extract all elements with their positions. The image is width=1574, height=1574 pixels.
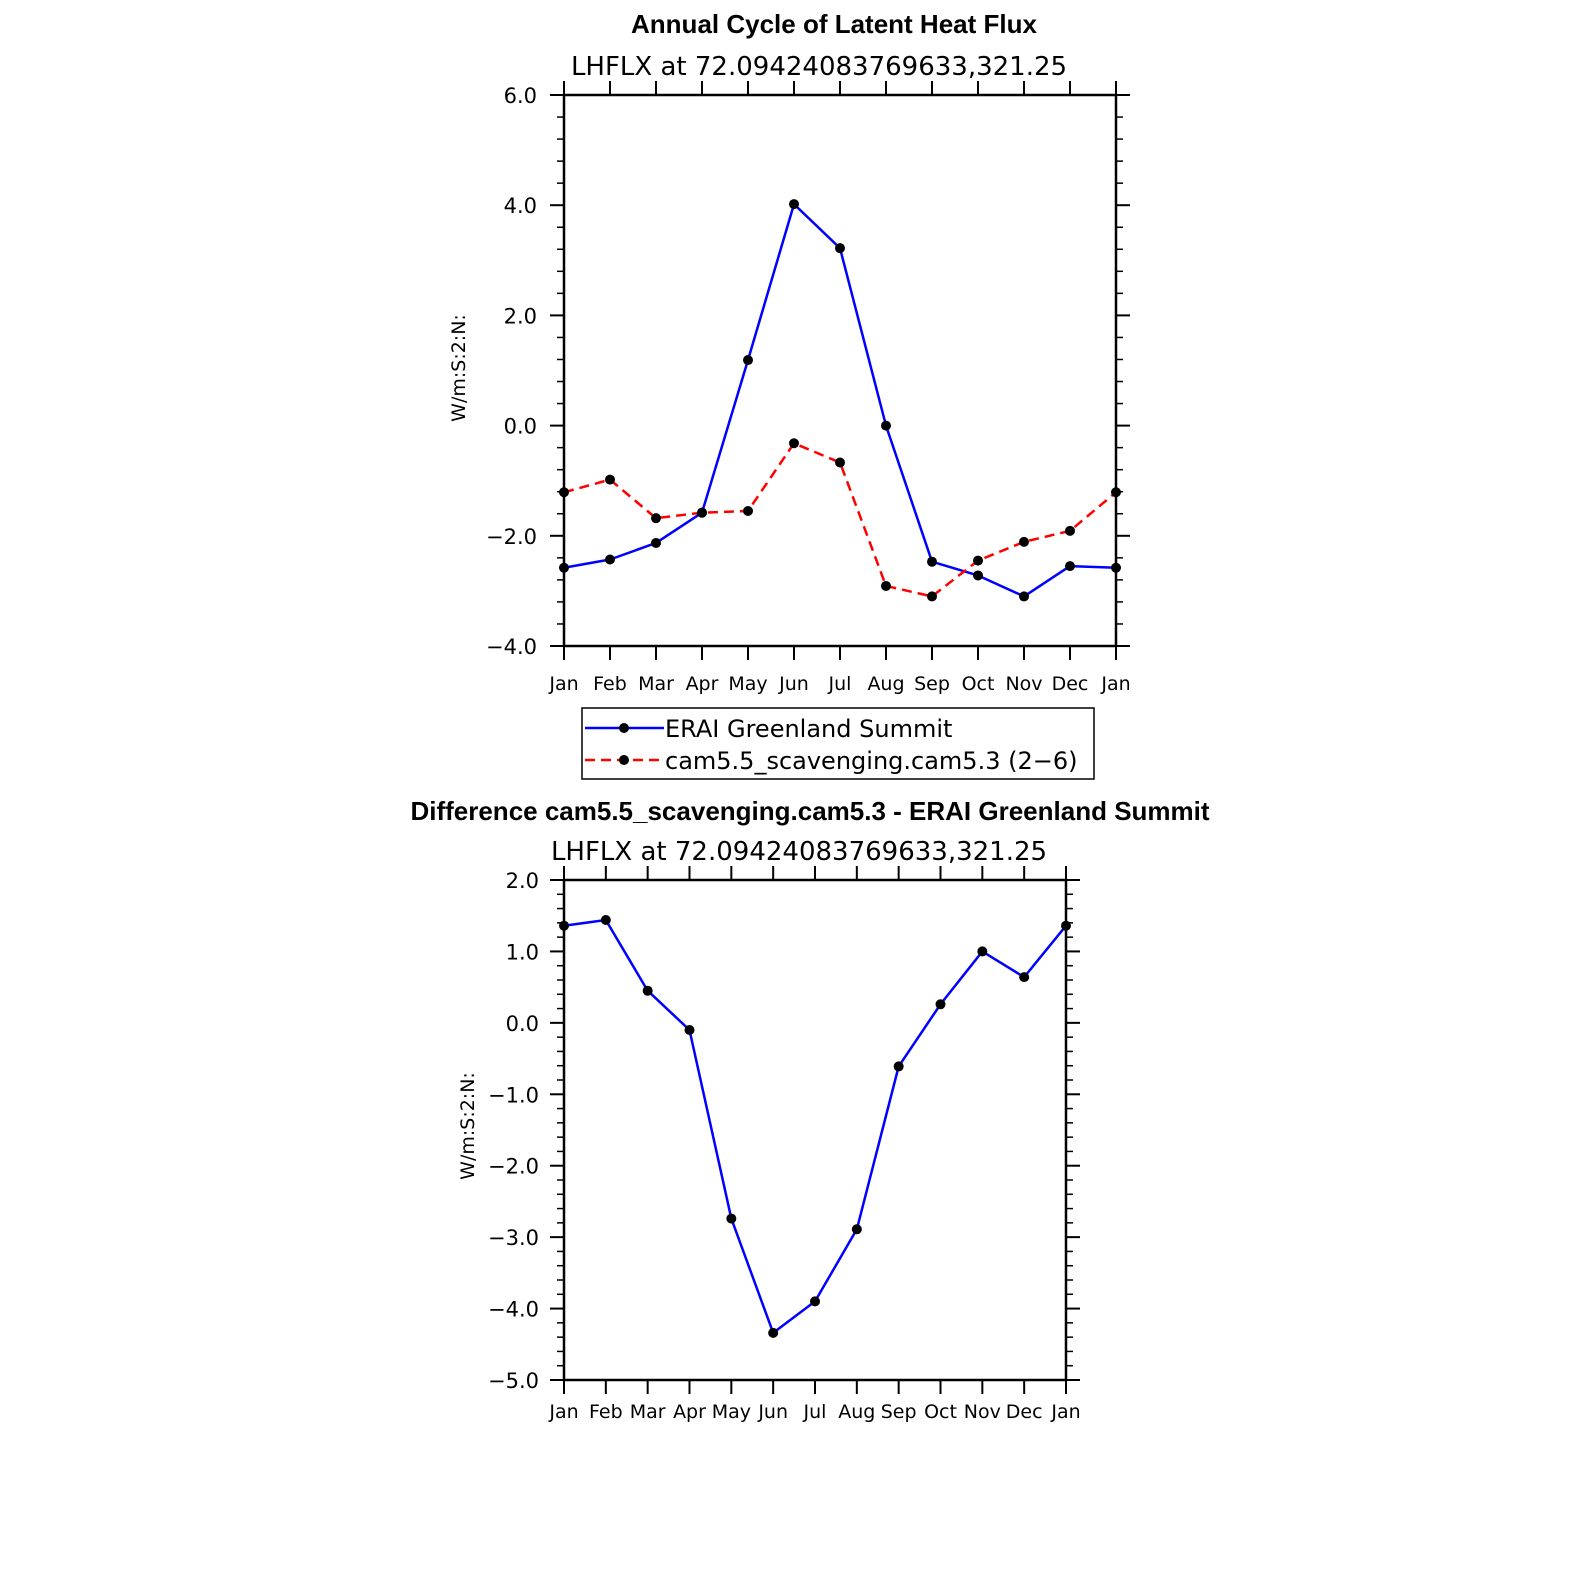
y-axis-label: W/m:S:2:N: bbox=[457, 1072, 479, 1180]
x-tick-label: Oct bbox=[924, 1401, 957, 1423]
data-point bbox=[835, 243, 845, 254]
legend-entry-cam: cam5.5_scavenging.cam5.3 (2−6) bbox=[585, 747, 1077, 775]
y-axis-label: W/m:S:2:N: bbox=[448, 314, 470, 422]
data-point bbox=[743, 355, 753, 366]
x-tick-label: Aug bbox=[838, 1401, 875, 1423]
data-point bbox=[651, 513, 661, 524]
x-tick-label: Jul bbox=[803, 1401, 827, 1423]
legend-box bbox=[581, 707, 1095, 780]
data-point bbox=[881, 580, 891, 591]
chart-subtitle: LHFLX at 72.09424083769633,321.25 bbox=[571, 52, 1067, 82]
y-tick-label: −3.0 bbox=[488, 1226, 539, 1250]
x-tick-label: Oct bbox=[962, 673, 995, 695]
y-tick-label: 2.0 bbox=[506, 869, 539, 893]
difference-chart: Difference cam5.5_scavenging.cam5.3 - ER… bbox=[410, 796, 1209, 1423]
x-tick-label: May bbox=[728, 673, 767, 695]
x-tick-label: Mar bbox=[630, 1401, 666, 1423]
data-point bbox=[600, 915, 611, 925]
data-point bbox=[1065, 561, 1075, 572]
x-tick-label: Mar bbox=[638, 673, 674, 695]
y-tick-label: 2.0 bbox=[504, 304, 537, 328]
data-point bbox=[1019, 591, 1029, 602]
series-line-0 bbox=[563, 918, 1067, 1335]
x-tick-label: Apr bbox=[673, 1401, 706, 1423]
data-point bbox=[881, 420, 891, 431]
data-point bbox=[642, 985, 653, 996]
data-point bbox=[559, 562, 569, 573]
chart-title: Annual Cycle of Latent Heat Flux bbox=[631, 9, 1037, 39]
y-tick-label: −4.0 bbox=[488, 1298, 539, 1322]
data-point bbox=[1065, 525, 1075, 536]
data-point bbox=[789, 438, 799, 449]
y-tick-label: 1.0 bbox=[506, 940, 539, 964]
data-point bbox=[851, 1224, 862, 1235]
data-point bbox=[927, 556, 937, 567]
y-tick-label: 0.0 bbox=[506, 1012, 539, 1036]
data-point bbox=[559, 487, 569, 498]
data-point bbox=[605, 554, 615, 565]
y-tick-label: −2.0 bbox=[488, 1155, 539, 1179]
y-tick-label: 0.0 bbox=[504, 415, 537, 439]
x-tick-label: Jan bbox=[1100, 673, 1130, 695]
data-point bbox=[789, 199, 799, 210]
x-tick-label: Dec bbox=[1006, 1401, 1043, 1423]
data-point bbox=[973, 555, 983, 566]
x-tick-label: Sep bbox=[914, 673, 950, 695]
x-tick-label: Dec bbox=[1052, 673, 1089, 695]
annual-cycle-chart: Annual Cycle of Latent Heat Flux LHFLX a… bbox=[448, 9, 1131, 780]
data-point bbox=[973, 570, 983, 581]
legend-marker-erai bbox=[619, 723, 629, 733]
x-tick-label: Jan bbox=[548, 1401, 578, 1423]
data-point bbox=[684, 1025, 695, 1035]
data-point bbox=[605, 474, 615, 485]
x-tick-label: Nov bbox=[1005, 673, 1042, 695]
x-tick-label: Nov bbox=[964, 1401, 1001, 1423]
x-tick-label: Jul bbox=[828, 673, 852, 695]
data-point bbox=[1019, 536, 1029, 547]
data-point bbox=[1111, 487, 1121, 498]
data-point bbox=[935, 999, 946, 1010]
y-tick-label: 6.0 bbox=[504, 84, 537, 108]
data-point bbox=[726, 1213, 737, 1224]
data-point bbox=[810, 1296, 820, 1307]
data-point bbox=[768, 1327, 779, 1338]
x-tick-label: Sep bbox=[881, 1401, 917, 1423]
x-tick-label: Feb bbox=[593, 673, 627, 695]
x-tick-label: Jun bbox=[778, 673, 809, 695]
x-tick-label: Jan bbox=[1050, 1401, 1080, 1423]
chart-subtitle: LHFLX at 72.09424083769633,321.25 bbox=[551, 837, 1047, 867]
y-tick-label: −4.0 bbox=[486, 635, 537, 659]
legend-marker-cam bbox=[619, 755, 629, 765]
data-point bbox=[697, 507, 707, 518]
series-line-0 bbox=[563, 202, 1117, 598]
y-tick-label: −5.0 bbox=[488, 1369, 539, 1393]
data-point bbox=[1061, 920, 1071, 931]
data-point bbox=[893, 1061, 904, 1072]
x-tick-label: Aug bbox=[867, 673, 904, 695]
legend-entry-erai: ERAI Greenland Summit bbox=[585, 715, 952, 743]
data-point bbox=[743, 506, 753, 517]
data-point bbox=[651, 537, 661, 548]
y-tick-label: −2.0 bbox=[486, 525, 537, 549]
y-tick-label: −1.0 bbox=[488, 1083, 539, 1107]
chart-title: Difference cam5.5_scavenging.cam5.3 - ER… bbox=[410, 796, 1209, 826]
plot-frame bbox=[562, 93, 1118, 648]
data-point bbox=[1019, 972, 1030, 983]
legend-label-cam: cam5.5_scavenging.cam5.3 (2−6) bbox=[665, 747, 1077, 775]
x-tick-label: May bbox=[712, 1401, 751, 1423]
x-tick-label: Jun bbox=[757, 1401, 788, 1423]
x-tick-label: Apr bbox=[686, 673, 719, 695]
data-point bbox=[927, 591, 937, 602]
y-tick-label: 4.0 bbox=[504, 194, 537, 218]
legend-label-erai: ERAI Greenland Summit bbox=[665, 715, 952, 743]
data-point bbox=[1111, 562, 1121, 573]
x-tick-label: Feb bbox=[589, 1401, 623, 1423]
legend: ERAI Greenland Summit cam5.5_scavenging.… bbox=[581, 707, 1095, 780]
data-point bbox=[977, 946, 988, 957]
x-tick-label: Jan bbox=[548, 673, 578, 695]
data-point bbox=[835, 457, 845, 468]
data-point bbox=[559, 920, 569, 931]
